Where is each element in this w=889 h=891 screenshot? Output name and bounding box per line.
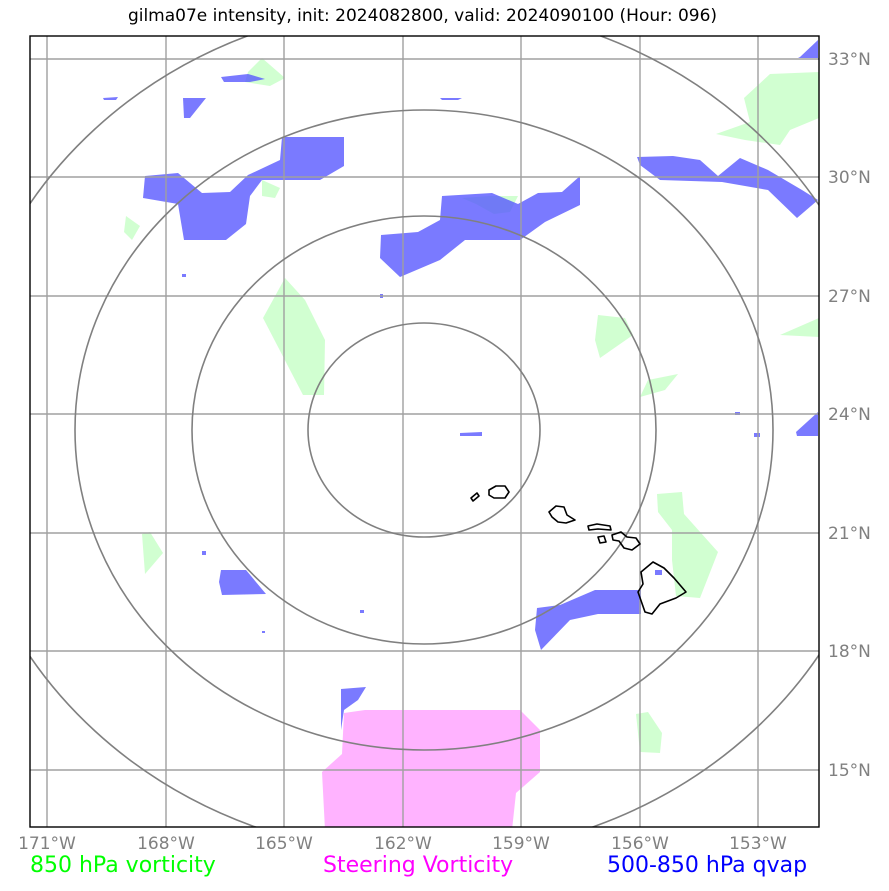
lat-tick-label: 33°N bbox=[828, 50, 871, 70]
legend-steering-vorticity: Steering Vorticity bbox=[323, 853, 514, 878]
qvap-region bbox=[103, 97, 118, 100]
lon-tick-label: 168°W bbox=[137, 834, 195, 854]
lon-tick-label: 171°W bbox=[18, 834, 76, 854]
lon-tick-label: 156°W bbox=[611, 834, 669, 854]
island-maui bbox=[611, 531, 641, 551]
qvap-layer bbox=[103, 40, 818, 730]
vorticity-850-layer bbox=[124, 58, 819, 753]
qvap-region bbox=[380, 176, 580, 277]
vorticity-region bbox=[142, 532, 163, 574]
map-title: gilma07e intensity, init: 2024082800, va… bbox=[127, 6, 718, 26]
island-molokai bbox=[587, 523, 612, 531]
qvap-region bbox=[798, 40, 818, 58]
coastline-hawaii bbox=[470, 485, 687, 615]
qvap-region bbox=[143, 137, 344, 240]
qvap-region bbox=[341, 687, 366, 730]
island-kauai bbox=[488, 485, 510, 499]
qvap-region bbox=[182, 274, 186, 277]
qvap-region bbox=[360, 610, 364, 613]
lat-tick-label: 30°N bbox=[828, 168, 871, 188]
vorticity-region bbox=[657, 492, 718, 598]
range-rings bbox=[30, 36, 819, 827]
qvap-region bbox=[219, 570, 266, 595]
lon-tick-label: 159°W bbox=[492, 834, 550, 854]
steering-vorticity-layer bbox=[322, 710, 540, 827]
lat-tick-label: 27°N bbox=[828, 287, 871, 307]
island-oahu bbox=[548, 505, 576, 524]
plot-background bbox=[30, 36, 819, 827]
qvap-region bbox=[440, 98, 462, 100]
lon-tick-label: 153°W bbox=[729, 834, 787, 854]
island-niihau bbox=[470, 492, 480, 502]
qvap-region bbox=[202, 551, 206, 555]
vorticity-region bbox=[262, 180, 280, 198]
qvap-region bbox=[637, 156, 818, 218]
latitude-axis: 33°N 30°N 27°N 24°N 21°N 18°N 15°N bbox=[828, 50, 871, 781]
lat-tick-label: 21°N bbox=[828, 524, 871, 544]
range-ring bbox=[191, 215, 657, 645]
qvap-region bbox=[183, 98, 206, 118]
lat-tick-label: 18°N bbox=[828, 642, 871, 662]
lon-tick-label: 162°W bbox=[374, 834, 432, 854]
legend-qvap: 500-850 hPa qvap bbox=[607, 853, 808, 878]
qvap-region bbox=[460, 432, 482, 436]
legend-vorticity-850: 850 hPa vorticity bbox=[30, 853, 216, 878]
lat-tick-label: 24°N bbox=[828, 405, 871, 425]
gridlines bbox=[30, 36, 819, 827]
qvap-region bbox=[754, 433, 760, 437]
qvap-region bbox=[796, 412, 818, 436]
vorticity-region bbox=[595, 315, 633, 358]
vorticity-region bbox=[780, 318, 819, 337]
vorticity-region bbox=[124, 216, 140, 240]
qvap-region bbox=[262, 631, 265, 633]
qvap-region bbox=[535, 590, 641, 650]
island-lanai bbox=[597, 535, 607, 544]
qvap-region bbox=[221, 74, 265, 82]
vorticity-region bbox=[636, 712, 662, 753]
island-hawaii bbox=[637, 561, 687, 615]
qvap-region bbox=[655, 570, 662, 575]
lon-tick-label: 165°W bbox=[255, 834, 313, 854]
plot-frame bbox=[29, 35, 820, 828]
vorticity-region bbox=[263, 278, 325, 395]
range-ring bbox=[74, 109, 774, 751]
steering-vorticity-region bbox=[322, 710, 540, 827]
range-ring bbox=[307, 322, 541, 538]
vorticity-region bbox=[716, 72, 819, 145]
longitude-axis: 171°W 168°W 165°W 162°W 159°W 156°W 153°… bbox=[18, 834, 787, 854]
lat-tick-label: 15°N bbox=[828, 761, 871, 781]
